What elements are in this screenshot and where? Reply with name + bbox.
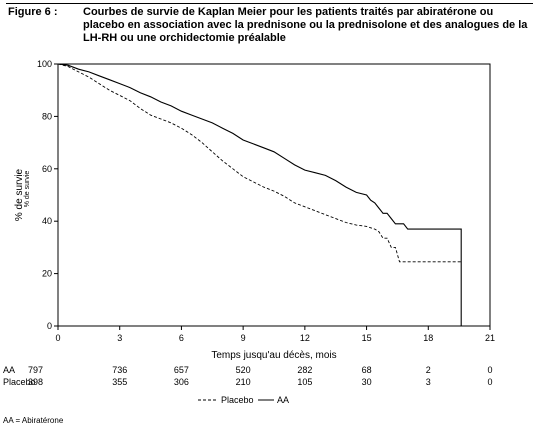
x-tick-label: 15 [362,333,372,343]
figure-caption: Courbes de survie de Kaplan Meier pour l… [83,6,528,44]
x-tick-label: 12 [300,333,310,343]
risk-row-label: Placebo [3,377,36,387]
risk-value: 797 [28,365,43,375]
risk-value: 398 [28,377,43,387]
risk-row-label: AA [3,365,15,375]
x-tick-label: 21 [485,333,495,343]
x-tick-label: 9 [241,333,246,343]
figure-label: Figure 6 : [8,6,58,18]
footnote: AA = Abiratérone [3,416,64,425]
x-axis-label: Temps jusqu'au décès, mois [211,350,336,361]
risk-value: 657 [174,365,189,375]
risk-value: 520 [236,365,251,375]
risk-value: 210 [236,377,251,387]
y-axis-label: % de survie [14,168,25,221]
risk-value: 30 [362,377,372,387]
y-tick-label: 80 [42,111,52,121]
legend-label-aa: AA [277,395,289,405]
legend-label-placebo: Placebo [221,395,254,405]
x-tick-label: 18 [423,333,433,343]
series-line-placebo [57,63,462,263]
y-tick-label: 100 [37,59,52,69]
y-tick-label: 0 [47,321,52,331]
risk-value: 355 [112,377,127,387]
plot-frame [57,63,491,327]
series-line-aa [57,63,462,326]
risk-value: 306 [174,377,189,387]
risk-value: 105 [297,377,312,387]
risk-value: 0 [487,365,492,375]
x-tick-label: 0 [55,333,60,343]
risk-value: 282 [297,365,312,375]
x-tick-label: 3 [117,333,122,343]
y-tick-label: 20 [42,269,52,279]
risk-value: 3 [426,377,431,387]
risk-value: 0 [487,377,492,387]
x-tick-label: 6 [179,333,184,343]
y-tick-label: 40 [42,216,52,226]
caption-rule [6,3,533,4]
risk-value: 2 [426,365,431,375]
risk-value: 736 [112,365,127,375]
risk-value: 68 [362,365,372,375]
y-tick-label: 60 [42,164,52,174]
y-axis-label-overprint: % de survie [24,171,31,208]
